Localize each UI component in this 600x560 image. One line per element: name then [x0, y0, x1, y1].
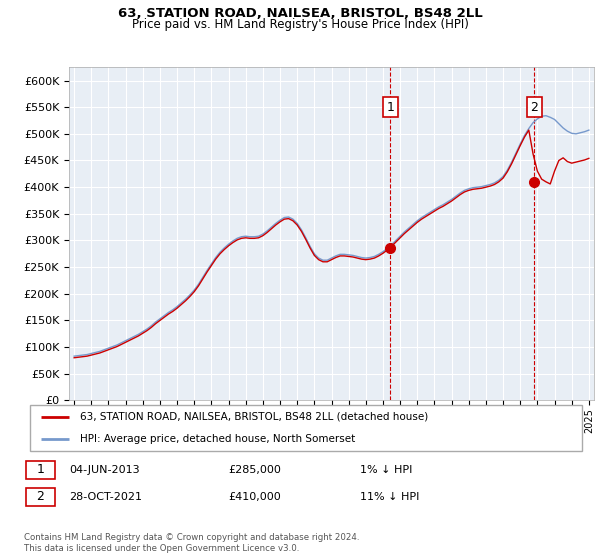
Text: £410,000: £410,000: [228, 492, 281, 502]
FancyBboxPatch shape: [26, 461, 55, 479]
Text: £285,000: £285,000: [228, 465, 281, 475]
Text: 1: 1: [37, 463, 44, 477]
Text: 04-JUN-2013: 04-JUN-2013: [69, 465, 140, 475]
Text: Price paid vs. HM Land Registry's House Price Index (HPI): Price paid vs. HM Land Registry's House …: [131, 18, 469, 31]
FancyBboxPatch shape: [26, 488, 55, 506]
FancyBboxPatch shape: [30, 405, 582, 451]
Text: 28-OCT-2021: 28-OCT-2021: [69, 492, 142, 502]
Text: 1% ↓ HPI: 1% ↓ HPI: [360, 465, 412, 475]
Text: Contains HM Land Registry data © Crown copyright and database right 2024.
This d: Contains HM Land Registry data © Crown c…: [24, 533, 359, 553]
Text: 2: 2: [37, 490, 44, 503]
Text: HPI: Average price, detached house, North Somerset: HPI: Average price, detached house, Nort…: [80, 434, 355, 444]
Text: 11% ↓ HPI: 11% ↓ HPI: [360, 492, 419, 502]
Text: 63, STATION ROAD, NAILSEA, BRISTOL, BS48 2LL (detached house): 63, STATION ROAD, NAILSEA, BRISTOL, BS48…: [80, 412, 428, 422]
Text: 1: 1: [386, 101, 394, 114]
Text: 63, STATION ROAD, NAILSEA, BRISTOL, BS48 2LL: 63, STATION ROAD, NAILSEA, BRISTOL, BS48…: [118, 7, 482, 20]
Text: 2: 2: [530, 101, 538, 114]
